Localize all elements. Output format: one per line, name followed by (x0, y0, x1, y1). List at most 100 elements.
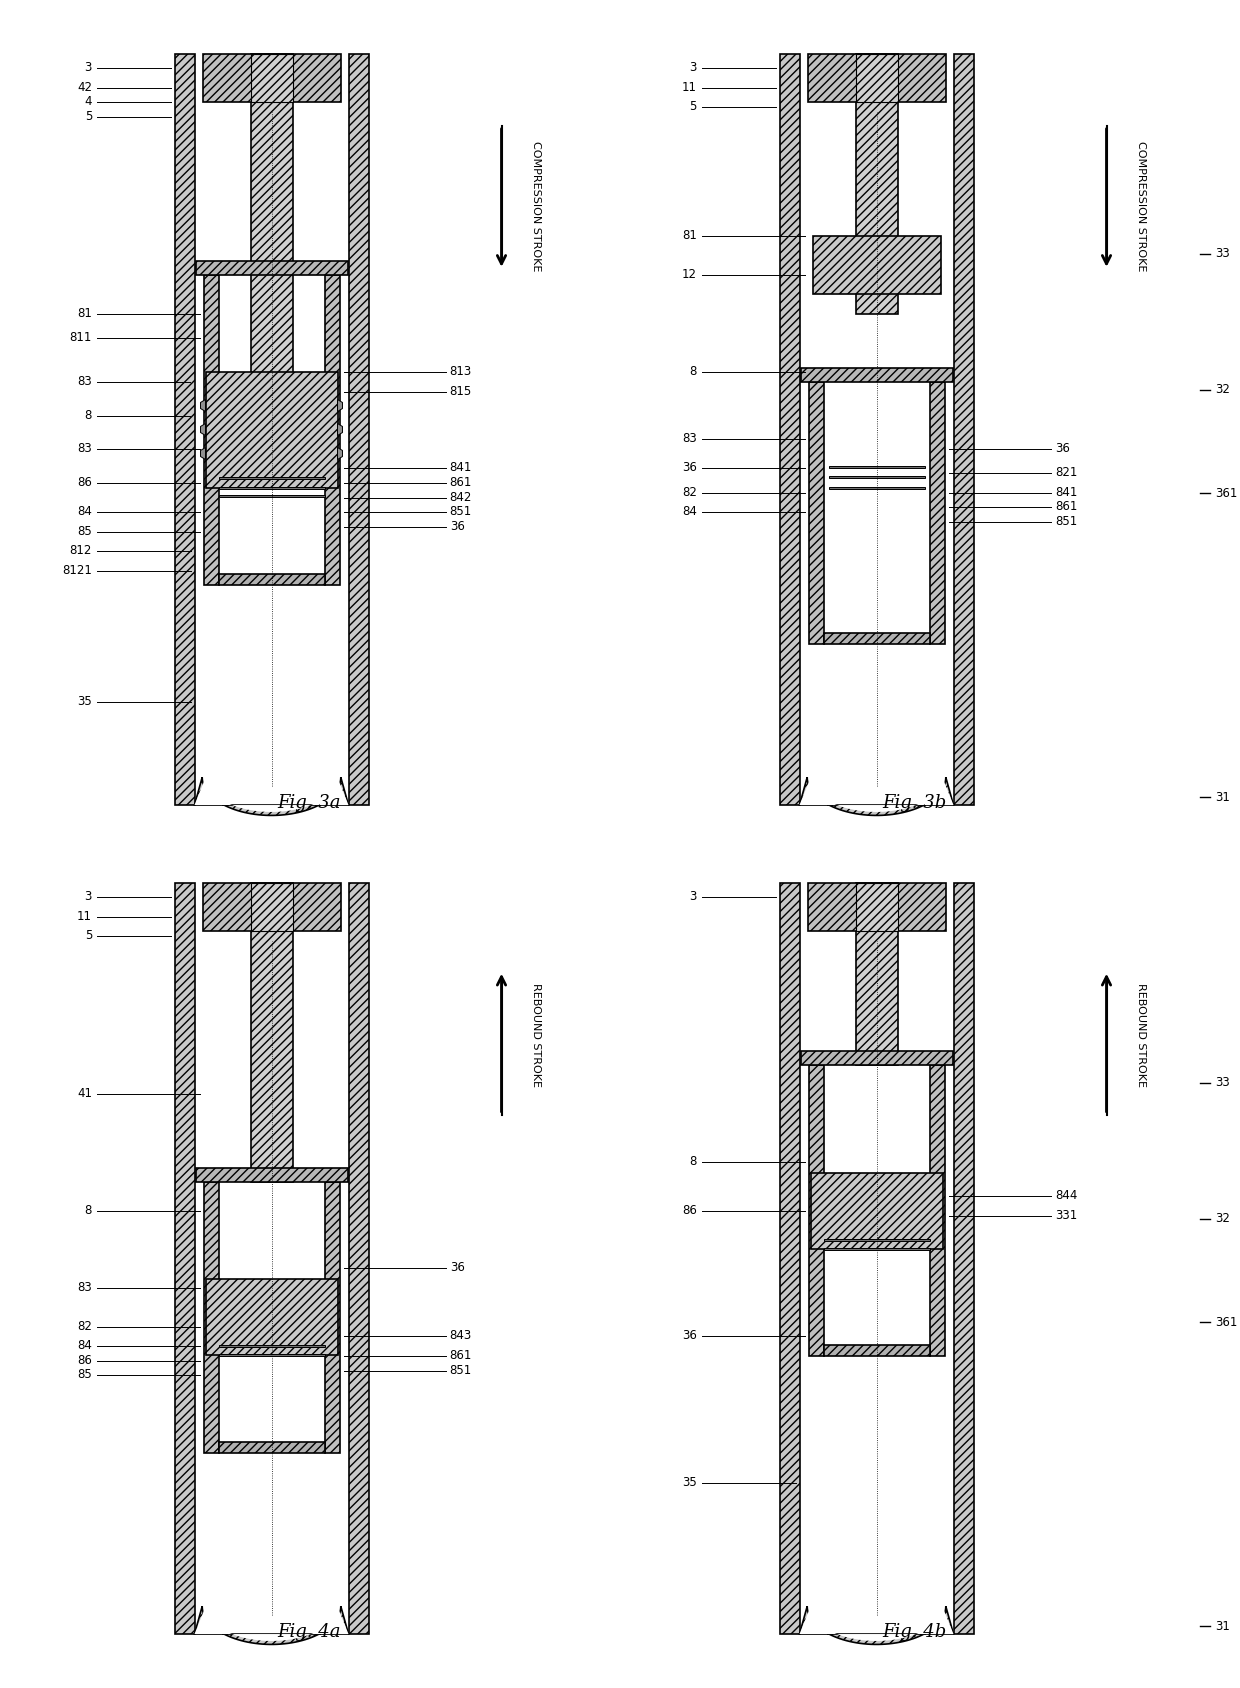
Polygon shape (218, 495, 325, 496)
Text: 83: 83 (77, 442, 92, 456)
Text: 35: 35 (77, 695, 92, 707)
Polygon shape (954, 54, 973, 805)
Text: 82: 82 (682, 486, 697, 500)
Text: 331: 331 (1055, 1209, 1078, 1222)
Polygon shape (337, 447, 342, 459)
Text: 82: 82 (77, 1320, 92, 1334)
Polygon shape (348, 54, 368, 805)
Polygon shape (801, 1050, 952, 1065)
Polygon shape (203, 1182, 218, 1452)
Text: 3: 3 (84, 61, 92, 74)
Polygon shape (250, 883, 293, 932)
Text: COMPRESSION STROKE: COMPRESSION STROKE (1136, 140, 1146, 272)
Polygon shape (195, 1607, 348, 1641)
Text: 36: 36 (682, 1328, 697, 1342)
Polygon shape (196, 1168, 347, 1182)
Text: 42: 42 (77, 81, 92, 95)
Polygon shape (801, 368, 952, 381)
Polygon shape (811, 1173, 942, 1249)
Polygon shape (780, 54, 800, 805)
Text: 843: 843 (450, 1328, 472, 1342)
Polygon shape (954, 883, 973, 1634)
Text: 83: 83 (77, 375, 92, 388)
Polygon shape (195, 1607, 348, 1644)
Polygon shape (348, 883, 368, 1634)
Polygon shape (808, 381, 823, 643)
Polygon shape (202, 54, 341, 101)
Text: 84: 84 (77, 1339, 92, 1352)
Text: 3: 3 (689, 61, 697, 74)
Polygon shape (856, 883, 898, 1065)
Text: 35: 35 (682, 1475, 697, 1489)
Polygon shape (203, 275, 218, 584)
Polygon shape (812, 236, 940, 294)
Text: 81: 81 (682, 230, 697, 241)
Text: 86: 86 (682, 1204, 697, 1217)
Polygon shape (325, 275, 340, 584)
Polygon shape (218, 1345, 325, 1347)
Text: 36: 36 (1055, 442, 1070, 456)
Text: 8: 8 (84, 408, 92, 422)
Polygon shape (206, 371, 337, 488)
Polygon shape (195, 776, 348, 815)
Text: 361: 361 (1215, 486, 1238, 500)
Text: 815: 815 (450, 385, 472, 398)
Text: 84: 84 (682, 505, 697, 518)
Polygon shape (800, 883, 954, 1634)
Text: 11: 11 (77, 910, 92, 923)
Polygon shape (800, 1607, 954, 1641)
Polygon shape (930, 1065, 945, 1355)
Text: 811: 811 (69, 331, 92, 344)
Polygon shape (337, 424, 342, 436)
Polygon shape (856, 54, 898, 314)
Polygon shape (325, 1182, 340, 1452)
Text: 813: 813 (450, 365, 472, 378)
Polygon shape (807, 883, 945, 932)
Polygon shape (800, 776, 954, 815)
Polygon shape (195, 54, 348, 805)
Polygon shape (195, 776, 348, 812)
Polygon shape (823, 1239, 930, 1241)
Polygon shape (218, 1354, 325, 1355)
Text: 3: 3 (689, 891, 697, 903)
Polygon shape (250, 54, 293, 101)
Text: 5: 5 (689, 101, 697, 113)
Text: 36: 36 (450, 1261, 465, 1274)
Text: 12: 12 (682, 268, 697, 280)
Text: 861: 861 (1055, 500, 1078, 513)
Text: 83: 83 (682, 432, 697, 446)
Text: 32: 32 (1215, 1212, 1230, 1225)
Text: 31: 31 (1215, 790, 1230, 803)
Text: 85: 85 (77, 1367, 92, 1381)
Polygon shape (800, 776, 954, 812)
Text: 8: 8 (84, 1204, 92, 1217)
Text: 84: 84 (77, 505, 92, 518)
Text: 33: 33 (1215, 246, 1230, 260)
Text: COMPRESSION STROKE: COMPRESSION STROKE (531, 140, 541, 272)
Polygon shape (201, 447, 206, 459)
Text: 32: 32 (1215, 383, 1230, 397)
Polygon shape (201, 400, 206, 412)
Text: 812: 812 (69, 544, 92, 557)
Polygon shape (800, 54, 954, 805)
Text: 361: 361 (1215, 1317, 1238, 1328)
Text: Fig. 4a: Fig. 4a (278, 1622, 341, 1641)
Text: 5: 5 (84, 110, 92, 123)
Text: 851: 851 (450, 505, 472, 518)
Text: 36: 36 (682, 461, 697, 474)
Polygon shape (218, 486, 325, 488)
Text: 41: 41 (77, 1087, 92, 1101)
Text: 86: 86 (77, 476, 92, 490)
Text: REBOUND STROKE: REBOUND STROKE (531, 982, 541, 1087)
Text: 5: 5 (84, 930, 92, 942)
Text: 8: 8 (689, 365, 697, 378)
Polygon shape (856, 883, 898, 932)
Text: 33: 33 (1215, 1077, 1230, 1089)
Text: 861: 861 (450, 476, 472, 490)
Text: 83: 83 (77, 1281, 92, 1295)
Text: 85: 85 (77, 525, 92, 538)
Text: 11: 11 (682, 81, 697, 95)
Text: Fig. 3b: Fig. 3b (883, 793, 946, 812)
Polygon shape (807, 54, 945, 101)
Text: 844: 844 (1055, 1188, 1078, 1202)
